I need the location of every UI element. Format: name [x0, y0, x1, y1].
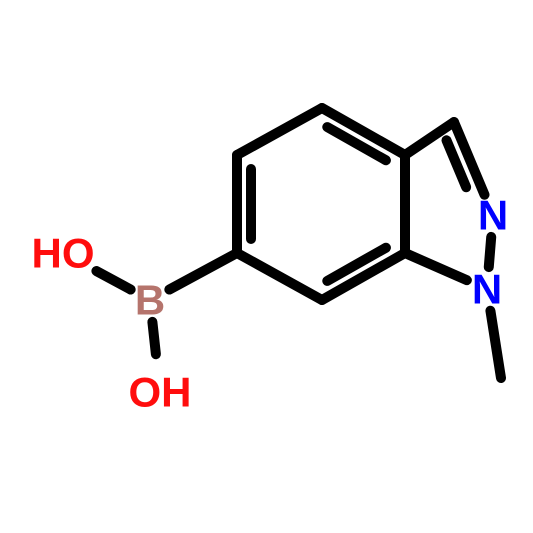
atom-label-b: B [135, 277, 165, 324]
atom-label-oh2: OH [129, 369, 192, 416]
atom-label-n1: N [472, 266, 502, 313]
atom-label-ho1: HO [32, 230, 95, 277]
atom-label-n2: N [478, 192, 508, 239]
molecule-diagram: HO B OH NN [0, 0, 533, 533]
